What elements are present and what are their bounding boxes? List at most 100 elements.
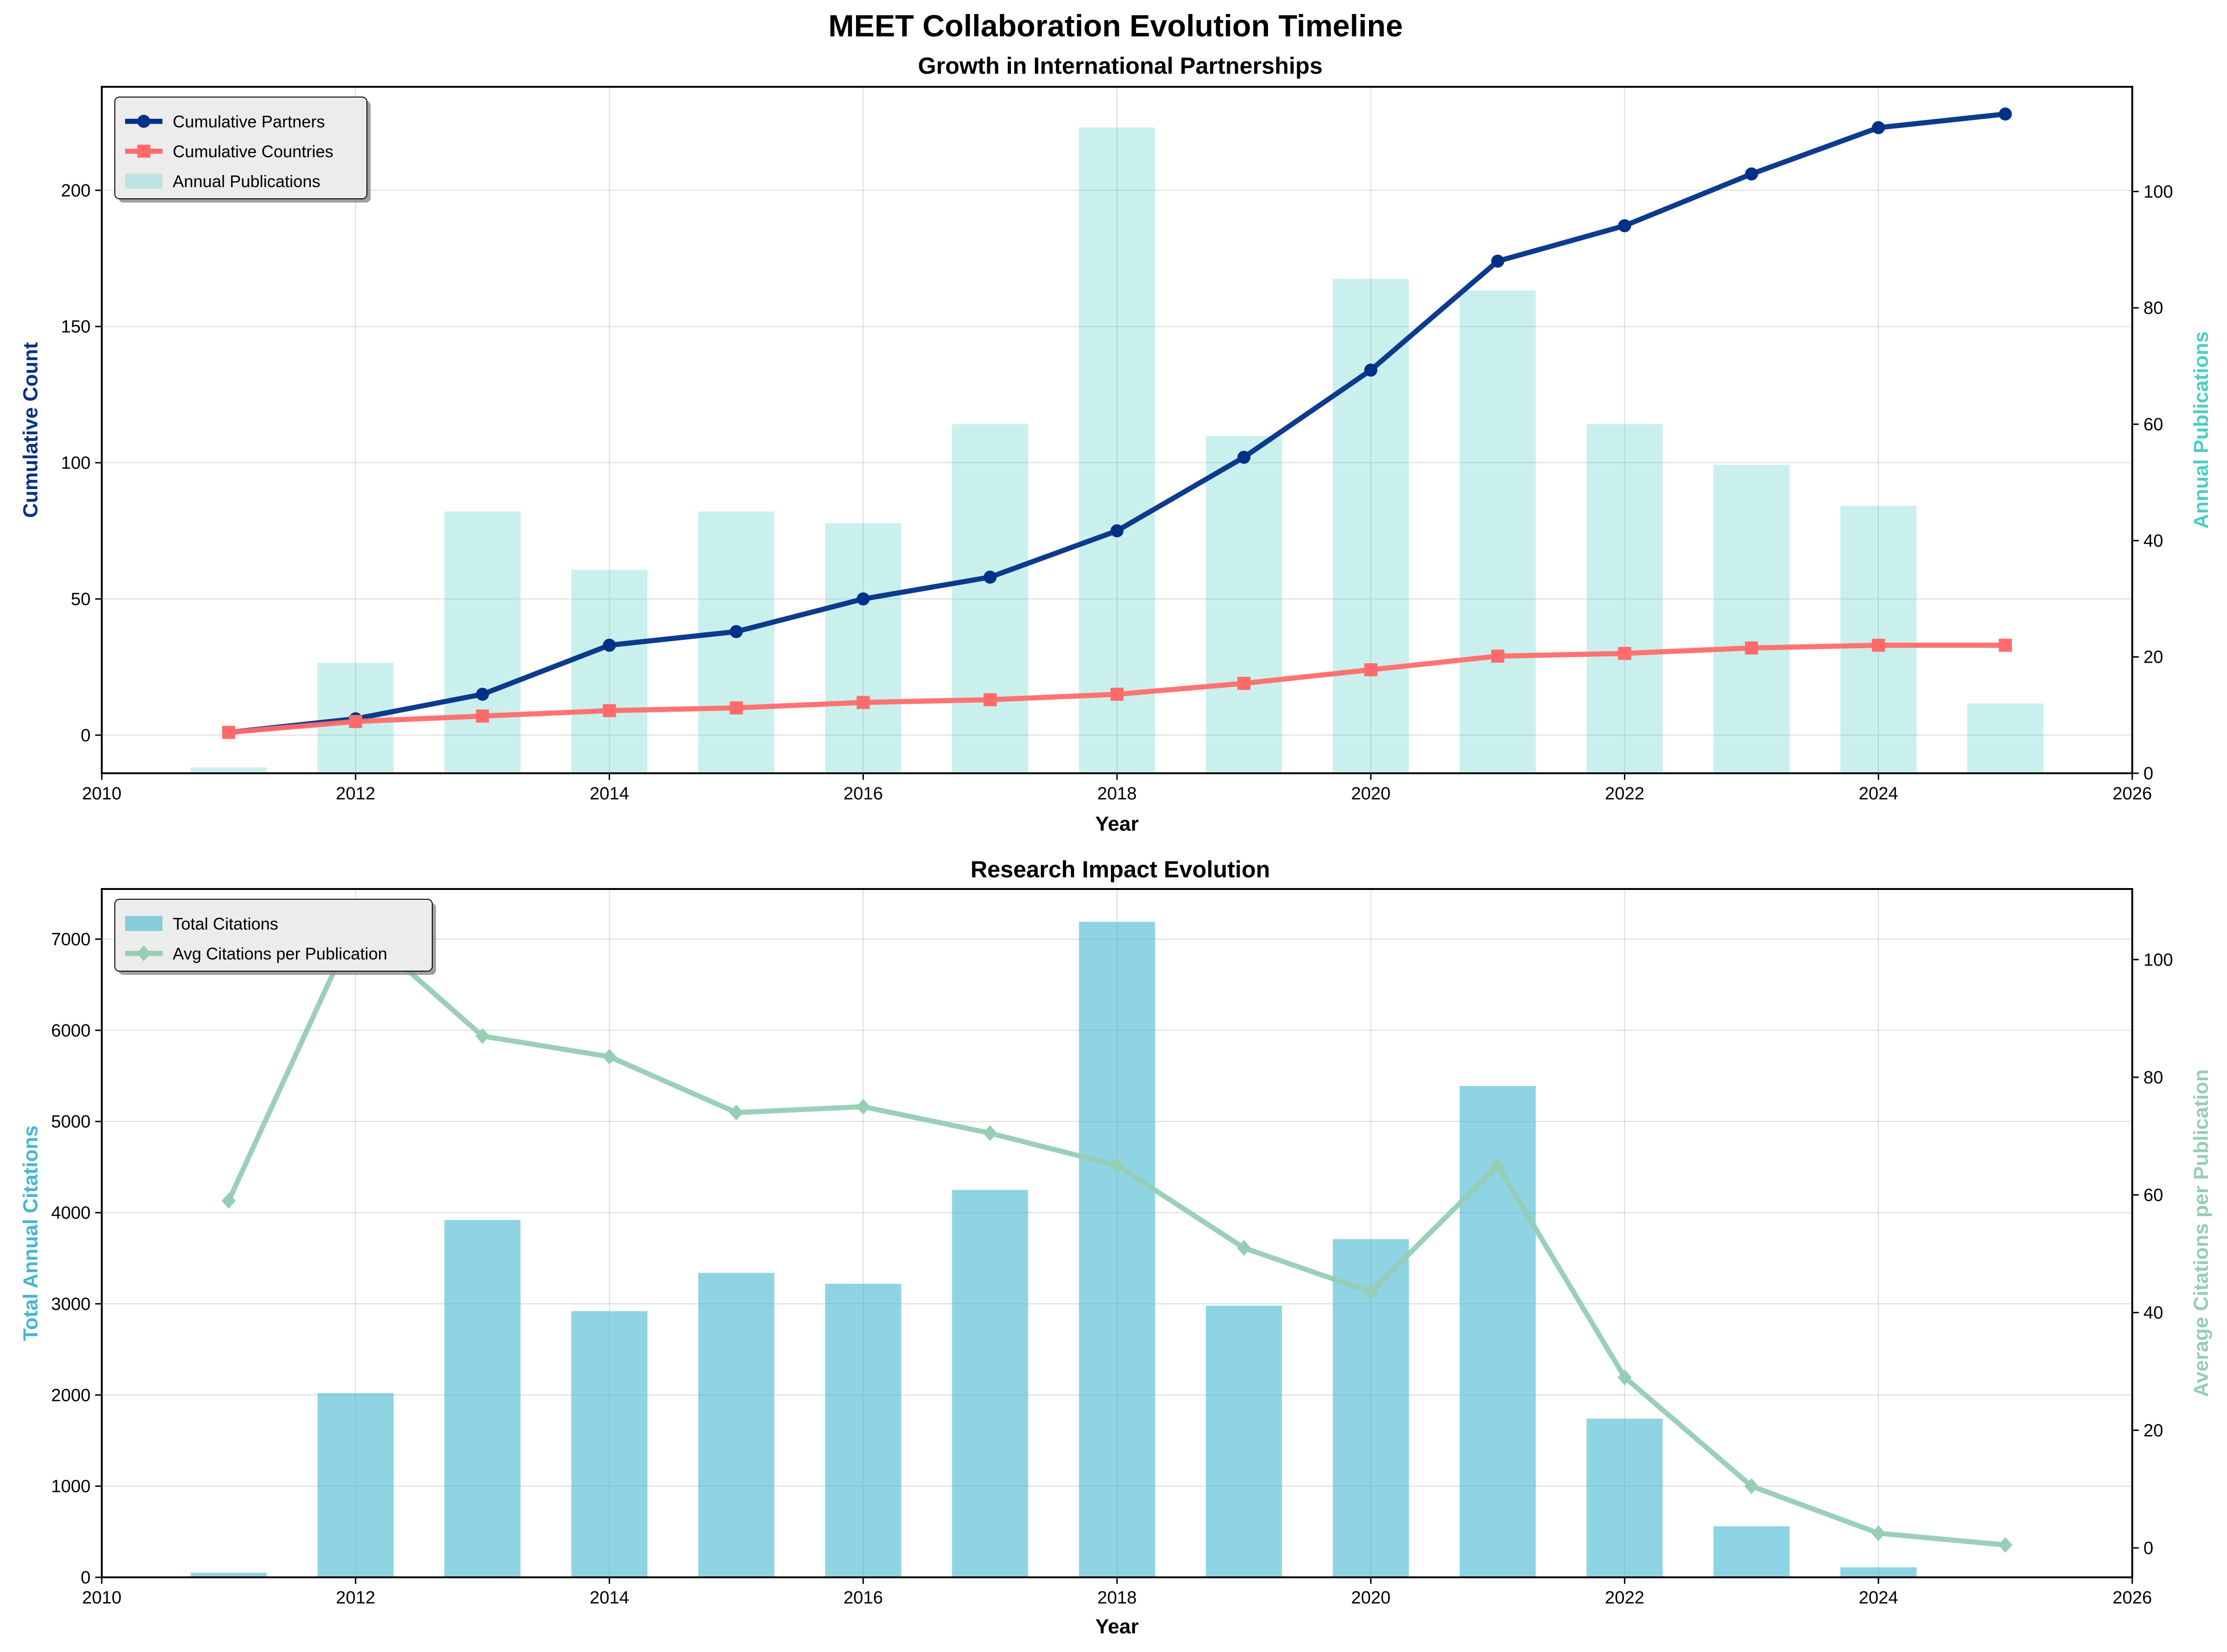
data-point	[603, 704, 616, 717]
x-tick-label: 2016	[843, 784, 883, 804]
x-axis-label: Year	[1096, 1615, 1139, 1638]
data-point	[1237, 450, 1250, 464]
y-tick-label-right: 0	[2143, 1539, 2153, 1558]
data-point	[984, 693, 997, 707]
bar-series	[190, 127, 2044, 774]
x-axis-label: Year	[1096, 812, 1139, 835]
data-point	[729, 1105, 744, 1121]
y-tick-label-left: 3000	[51, 1295, 91, 1314]
figure-title: MEET Collaboration Evolution Timeline	[829, 8, 1403, 43]
y-tick-label-right: 100	[2143, 182, 2173, 202]
legend-swatch	[125, 916, 162, 931]
legend-label: Cumulative Countries	[173, 142, 333, 161]
y-axis-label-left: Total Annual Citations	[19, 1126, 42, 1341]
y-tick-label-left: 0	[81, 1568, 91, 1588]
y-tick-label-right: 80	[2143, 299, 2163, 318]
y-tick-label-left: 150	[61, 317, 91, 337]
data-point	[222, 726, 235, 739]
legend-label: Avg Citations per Publication	[173, 944, 387, 963]
x-tick-label: 2012	[336, 784, 375, 804]
data-point	[602, 1049, 617, 1065]
bar	[1967, 703, 2044, 773]
bar	[1079, 127, 1155, 774]
data-point	[221, 1193, 236, 1209]
y-tick-label-left: 5000	[51, 1112, 91, 1132]
x-tick-label: 2024	[1859, 784, 1898, 804]
bar	[1586, 424, 1663, 773]
impact-panel: Research Impact Evolution 2010 2012 2014 20…	[19, 856, 2213, 1638]
data-point	[349, 715, 362, 728]
y-tick-label-left: 4000	[51, 1204, 91, 1223]
y-tick-label-right: 60	[2143, 415, 2163, 434]
data-point	[1364, 663, 1377, 677]
data-point	[730, 701, 743, 714]
y-tick-label-right: 40	[2143, 1303, 2163, 1323]
y-tick-label-right: 0	[2143, 764, 2153, 784]
data-point	[730, 625, 743, 638]
legend-label: Total Citations	[173, 914, 278, 933]
bar	[190, 767, 267, 773]
line-series	[222, 638, 2012, 739]
data-point	[1999, 638, 2012, 652]
y-tick-label-left: 100	[61, 454, 91, 473]
bar-series	[190, 922, 2044, 1577]
x-tick-label: 2014	[590, 1588, 629, 1608]
y-tick-label-right: 20	[2143, 648, 2163, 667]
data-point	[1110, 524, 1124, 538]
bar	[317, 1393, 394, 1577]
data-point	[1872, 638, 1885, 652]
bar	[952, 424, 1028, 773]
data-point	[1744, 1478, 1759, 1494]
legend-label: Cumulative Partners	[173, 112, 325, 131]
data-point	[476, 709, 489, 723]
data-point	[1364, 364, 1377, 377]
legend-box	[114, 97, 367, 199]
legend-box	[114, 899, 433, 972]
legend-swatch	[125, 174, 162, 189]
x-tick-label: 2020	[1351, 784, 1391, 804]
x-tick-label: 2022	[1605, 1588, 1644, 1608]
y-axis-label-left: Cumulative Count	[19, 342, 42, 518]
data-point	[1490, 1157, 1505, 1174]
bar	[1460, 290, 1536, 774]
y-tick-label-left: 7000	[51, 930, 91, 949]
bar	[1840, 1567, 1917, 1577]
data-point	[1491, 649, 1504, 663]
bar	[825, 523, 901, 773]
bar	[1206, 1305, 1282, 1577]
data-point	[476, 687, 489, 701]
y-axis-label-right: Average Citations per Publication	[2190, 1069, 2213, 1397]
y-tick-label-left: 6000	[51, 1021, 91, 1041]
bar	[1333, 279, 1409, 773]
grid	[101, 87, 2133, 773]
x-tick-label: 2016	[843, 1588, 883, 1608]
x-tick-label: 2014	[590, 784, 629, 804]
y-tick-label-right: 60	[2143, 1186, 2163, 1205]
data-point	[1998, 1537, 2013, 1553]
legend: Total Citations Avg Citations per Publica…	[114, 899, 436, 975]
y-tick-label-right: 80	[2143, 1068, 2163, 1087]
x-tick-label: 2026	[2113, 784, 2152, 804]
data-point	[857, 592, 870, 606]
bar	[698, 1273, 774, 1577]
bar	[190, 1573, 267, 1577]
partnerships-panel: Growth in International Partnerships 201…	[19, 53, 2213, 835]
legend-marker	[137, 115, 150, 128]
legend-label: Annual Publications	[173, 172, 320, 191]
bar	[444, 1220, 521, 1577]
data-point	[1872, 121, 1885, 134]
data-point	[603, 638, 616, 652]
panel-title: Research Impact Evolution	[970, 856, 1270, 882]
data-point	[984, 570, 997, 584]
data-point	[1363, 1284, 1378, 1300]
data-point	[475, 1028, 490, 1044]
x-tick-label: 2012	[336, 1588, 375, 1608]
bar	[952, 1190, 1028, 1577]
y-axis-label-right: Annual Publications	[2190, 331, 2213, 529]
data-point	[1618, 219, 1631, 232]
data-point	[1237, 677, 1250, 690]
data-point	[1617, 1369, 1632, 1386]
data-point	[1871, 1525, 1886, 1541]
y-tick-label-left: 50	[71, 589, 91, 609]
